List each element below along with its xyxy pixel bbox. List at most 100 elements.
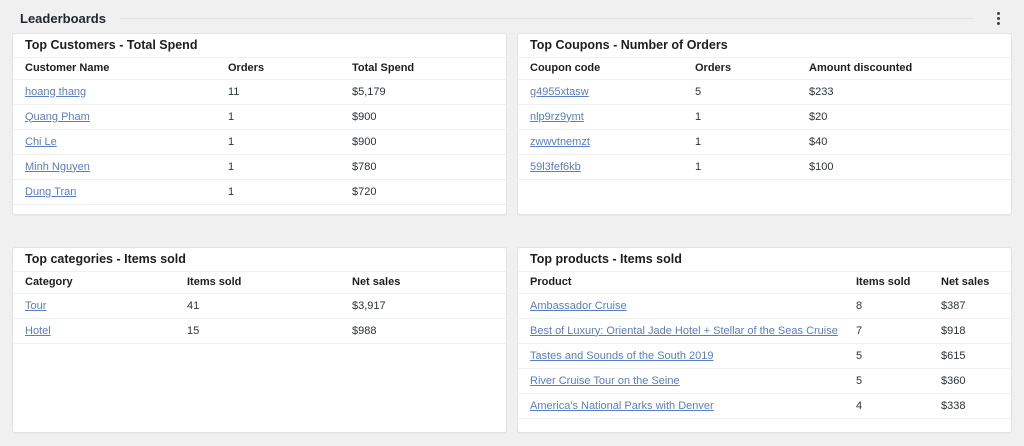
card-top-categories: Top categories - Items sold Category Item… — [12, 247, 507, 433]
item-name-cell: Tour — [13, 293, 187, 319]
value-cell: $3,917 — [352, 293, 506, 319]
top-customers-table: Customer Name Orders Total Spend hoang than… — [13, 58, 506, 205]
table-row: Tastes and Sounds of the South 2019 5 $615 — [518, 343, 1011, 369]
ellipsis-menu-button[interactable] — [990, 9, 1006, 27]
table-row: 59l3fef6kb 1 $100 — [518, 154, 1011, 180]
item-link[interactable]: Quang Pham — [25, 110, 90, 123]
table-row: Minh Nguyen 1 $780 — [13, 154, 506, 180]
value-cell: 15 — [187, 318, 352, 344]
item-link[interactable]: hoang thang — [25, 85, 87, 98]
table-row: Tour 41 $3,917 — [13, 293, 506, 319]
page-title: Leaderboards — [20, 10, 106, 26]
table-row: Dung Tran 1 $720 — [13, 179, 506, 205]
card-title: Top Coupons - Number of Orders — [518, 34, 1011, 58]
leaderboards-grid: Top Customers - Total Spend Customer Nam… — [0, 28, 1024, 445]
value-cell: $615 — [941, 343, 1011, 369]
card-top-coupons: Top Coupons - Number of Orders Coupon co… — [517, 33, 1012, 215]
item-link[interactable]: g4955xtasw — [530, 85, 589, 98]
item-name-cell: hoang thang — [13, 79, 228, 105]
table-row: zwwvtnemzt 1 $40 — [518, 129, 1011, 155]
value-cell: 5 — [695, 79, 809, 105]
item-name-cell: Hotel — [13, 318, 187, 344]
item-name-cell: Quang Pham — [13, 104, 228, 130]
value-cell: 7 — [856, 318, 941, 344]
item-name-cell: 59l3fef6kb — [518, 154, 695, 180]
table-row: hoang thang 11 $5,179 — [13, 79, 506, 105]
column-header: Items sold — [187, 272, 352, 294]
item-link[interactable]: nlp9rz9ymt — [530, 110, 584, 123]
value-cell: $20 — [809, 104, 1011, 130]
value-cell: 41 — [187, 293, 352, 319]
top-products-table: Product Items sold Net sales Ambassador Cru… — [518, 272, 1011, 419]
item-link[interactable]: Dung Tran — [25, 185, 77, 198]
card-title: Top Customers - Total Spend — [13, 34, 506, 58]
table-row: nlp9rz9ymt 1 $20 — [518, 104, 1011, 130]
value-cell: $900 — [352, 129, 506, 155]
item-link[interactable]: Hotel — [25, 324, 51, 337]
card-top-products: Top products - Items sold Product Items s… — [517, 247, 1012, 433]
value-cell: 1 — [695, 154, 809, 180]
value-cell: $100 — [809, 154, 1011, 180]
table-header-row: Coupon code Orders Amount discounted — [518, 58, 1011, 80]
value-cell: $338 — [941, 393, 1011, 419]
column-header: Product — [518, 272, 856, 294]
table-row: Chi Le 1 $900 — [13, 129, 506, 155]
table-row: Quang Pham 1 $900 — [13, 104, 506, 130]
value-cell: 1 — [228, 154, 352, 180]
column-header: Net sales — [941, 272, 1011, 294]
value-cell: $360 — [941, 368, 1011, 394]
card-title: Top products - Items sold — [518, 248, 1011, 272]
item-link[interactable]: Ambassador Cruise — [530, 299, 627, 312]
item-name-cell: Best of Luxury: Oriental Jade Hotel + St… — [518, 318, 856, 344]
column-header: Total Spend — [352, 58, 506, 80]
value-cell: $387 — [941, 293, 1011, 319]
value-cell: 1 — [228, 179, 352, 205]
column-header: Items sold — [856, 272, 941, 294]
kebab-icon — [996, 11, 1000, 25]
item-link[interactable]: Minh Nguyen — [25, 160, 90, 173]
item-name-cell: Chi Le — [13, 129, 228, 155]
item-link[interactable]: Chi Le — [25, 135, 57, 148]
table-row: g4955xtasw 5 $233 — [518, 79, 1011, 105]
item-name-cell: Dung Tran — [13, 179, 228, 205]
table-header-row: Product Items sold Net sales — [518, 272, 1011, 294]
card-title: Top categories - Items sold — [13, 248, 506, 272]
column-header: Amount discounted — [809, 58, 1011, 80]
item-name-cell: Tastes and Sounds of the South 2019 — [518, 343, 856, 369]
column-header: Orders — [695, 58, 809, 80]
item-link[interactable]: River Cruise Tour on the Seine — [530, 374, 680, 387]
column-header: Net sales — [352, 272, 506, 294]
top-categories-table: Category Items sold Net sales Tour 41 $3,917 H… — [13, 272, 506, 344]
value-cell: $5,179 — [352, 79, 506, 105]
value-cell: 4 — [856, 393, 941, 419]
value-cell: 11 — [228, 79, 352, 105]
table-row: Hotel 15 $988 — [13, 318, 506, 344]
table-header-row: Category Items sold Net sales — [13, 272, 506, 294]
column-header: Customer Name — [13, 58, 228, 80]
item-link[interactable]: Tastes and Sounds of the South 2019 — [530, 349, 714, 362]
value-cell: $988 — [352, 318, 506, 344]
item-link[interactable]: America's National Parks with Denver — [530, 399, 714, 412]
value-cell: 1 — [228, 129, 352, 155]
item-link[interactable]: zwwvtnemzt — [530, 135, 590, 148]
table-row: America's National Parks with Denver 4 $33… — [518, 393, 1011, 419]
value-cell: $780 — [352, 154, 506, 180]
value-cell: $40 — [809, 129, 1011, 155]
item-link[interactable]: Best of Luxury: Oriental Jade Hotel + St… — [530, 324, 838, 337]
value-cell: $233 — [809, 79, 1011, 105]
value-cell: $918 — [941, 318, 1011, 344]
top-coupons-table: Coupon code Orders Amount discounted g4955x… — [518, 58, 1011, 180]
table-header-row: Customer Name Orders Total Spend — [13, 58, 506, 80]
item-name-cell: River Cruise Tour on the Seine — [518, 368, 856, 394]
column-header: Coupon code — [518, 58, 695, 80]
item-link[interactable]: 59l3fef6kb — [530, 160, 581, 173]
item-link[interactable]: Tour — [25, 299, 47, 312]
card-top-customers: Top Customers - Total Spend Customer Nam… — [12, 33, 507, 215]
item-name-cell: zwwvtnemzt — [518, 129, 695, 155]
value-cell: 1 — [695, 129, 809, 155]
value-cell: 8 — [856, 293, 941, 319]
column-header: Category — [13, 272, 187, 294]
value-cell: 1 — [695, 104, 809, 130]
table-row: Ambassador Cruise 8 $387 — [518, 293, 1011, 319]
item-name-cell: Minh Nguyen — [13, 154, 228, 180]
